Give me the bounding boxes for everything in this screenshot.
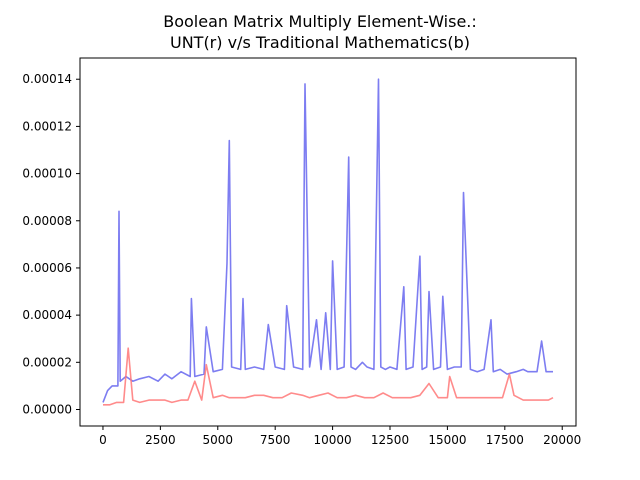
y-tick-label: 0.00010	[22, 167, 72, 181]
series-line-2	[103, 347, 554, 406]
chart-title-line-1: Boolean Matrix Multiply Element-Wise.:	[163, 12, 477, 31]
x-tick-label: 10000	[313, 433, 351, 447]
y-tick-label: 0.00006	[22, 261, 72, 275]
y-tick-label: 0.00000	[22, 402, 72, 416]
x-tick-label: 7500	[260, 433, 291, 447]
chart-title-line-2: UNT(r) v/s Traditional Mathematics(b)	[169, 33, 471, 52]
x-tick-label: 12500	[371, 433, 409, 447]
y-tick-label: 0.00004	[22, 308, 72, 322]
y-tick-label: 0.00008	[22, 214, 72, 228]
x-tick-label: 2500	[145, 433, 176, 447]
x-tick-label: 15000	[428, 433, 466, 447]
series-line-1	[102, 78, 553, 403]
series-layer	[102, 78, 554, 406]
y-tick-label: 0.00002	[22, 355, 72, 369]
x-tick-label: 5000	[203, 433, 234, 447]
y-tick-label: 0.00014	[22, 72, 72, 86]
x-tick-label: 0	[99, 433, 107, 447]
x-tick-label: 17500	[486, 433, 524, 447]
plot-frame	[79, 57, 577, 427]
axes-layer: 0 2500 5000 7500 10000 12500 15000 17500 20000 0.…	[22, 57, 581, 447]
x-tick-label: 20000	[543, 433, 581, 447]
y-tick-label: 0.00012	[22, 119, 72, 133]
